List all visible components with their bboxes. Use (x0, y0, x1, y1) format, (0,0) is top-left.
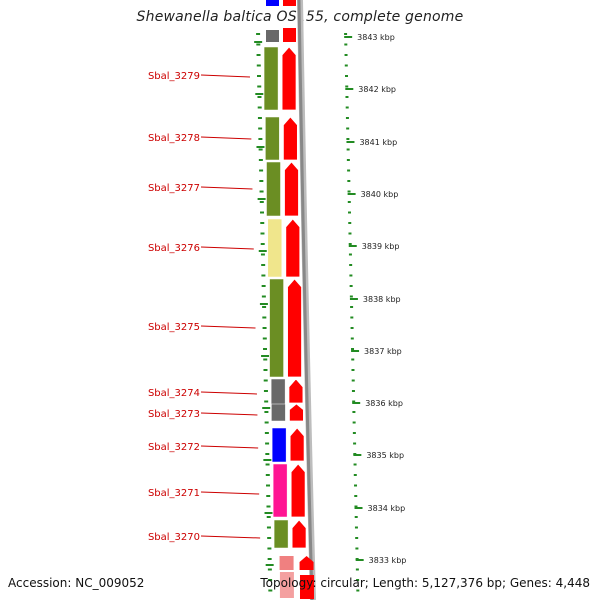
kbp-label: 3833 kbp (369, 556, 407, 565)
category-blocks-layer (263, 0, 294, 598)
category-block (271, 427, 287, 463)
gene-label: Sbal_3279 (148, 71, 200, 82)
partial-category-block (266, 0, 279, 6)
gene-arrow (289, 403, 304, 422)
backbone-line (297, 0, 314, 600)
category-block (272, 463, 288, 518)
kbp-label: 3835 kbp (366, 451, 404, 460)
kbp-label: 3834 kbp (368, 504, 406, 513)
category-block (263, 46, 279, 111)
gene-arrows-layer (281, 0, 314, 599)
kbp-label: 3841 kbp (359, 138, 397, 147)
gene-arrow (290, 463, 306, 518)
partial-gene-arrow (299, 556, 314, 570)
gene-label-leader (200, 445, 259, 449)
gene-arrow (284, 161, 299, 217)
accession-text: Accession: NC_009052 (8, 576, 145, 590)
category-block (266, 161, 281, 217)
kbp-label: 3838 kbp (363, 295, 401, 304)
gene-label: Sbal_3272 (148, 442, 200, 453)
gene-label: Sbal_3270 (148, 532, 200, 543)
gene-arrow (287, 278, 302, 378)
gene-arrow (291, 519, 307, 549)
gene-label-leader (200, 136, 252, 140)
gene-label: Sbal_3278 (148, 133, 200, 144)
partial-gene-arrow (283, 0, 296, 6)
category-block (269, 278, 284, 378)
partial-gene-arrow (283, 28, 296, 42)
category-block (273, 519, 289, 549)
partial-category-block (279, 556, 294, 570)
kbp-label: 3843 kbp (357, 33, 395, 42)
partial-category-block (266, 30, 279, 42)
gene-label: Sbal_3275 (148, 322, 200, 333)
category-block (271, 403, 286, 422)
kbp-labels-layer: 3843 kbp 3842 kbp 3841 kbp 3840 kbp 3839 kbp… (357, 33, 406, 565)
category-block (267, 218, 283, 278)
gene-label-leader (200, 491, 260, 495)
partial-gene-arrow (299, 575, 314, 599)
category-block (265, 116, 280, 161)
gene-label: Sbal_3276 (148, 243, 200, 254)
gene-label-leader (200, 186, 253, 190)
gene-label-leader (200, 535, 261, 539)
gene-label-leader (200, 391, 257, 395)
gene-label-leader (200, 74, 251, 78)
kbp-label: 3840 kbp (361, 190, 399, 199)
gene-label: Sbal_3273 (148, 409, 200, 420)
gene-arrow (288, 378, 304, 404)
gene-label: Sbal_3277 (148, 183, 200, 194)
gene-arrow (285, 218, 301, 278)
gene-arrow (281, 46, 297, 111)
gene-label: Sbal_3274 (148, 388, 200, 399)
gene-label: Sbal_3271 (148, 488, 200, 499)
tick-marks-layer (254, 33, 364, 592)
kbp-label: 3842 kbp (358, 85, 396, 94)
gene-arrow (282, 116, 298, 161)
gene-arrow (289, 427, 305, 462)
gene-label-leader (200, 325, 256, 329)
partial-category-block (279, 572, 294, 598)
backbone-layer (297, 0, 316, 600)
gene-label-leader (200, 246, 254, 250)
kbp-label: 3837 kbp (364, 347, 402, 356)
kbp-label: 3839 kbp (362, 242, 400, 251)
gene-labels-layer: Sbal_3279 Sbal_3278 Sbal_3277 Sbal_3276 Sbal… (148, 71, 261, 543)
kbp-label: 3836 kbp (365, 399, 403, 408)
gene-label-leader (200, 412, 258, 416)
genome-summary-text: Topology: circular; Length: 5,127,376 bp… (260, 576, 590, 590)
